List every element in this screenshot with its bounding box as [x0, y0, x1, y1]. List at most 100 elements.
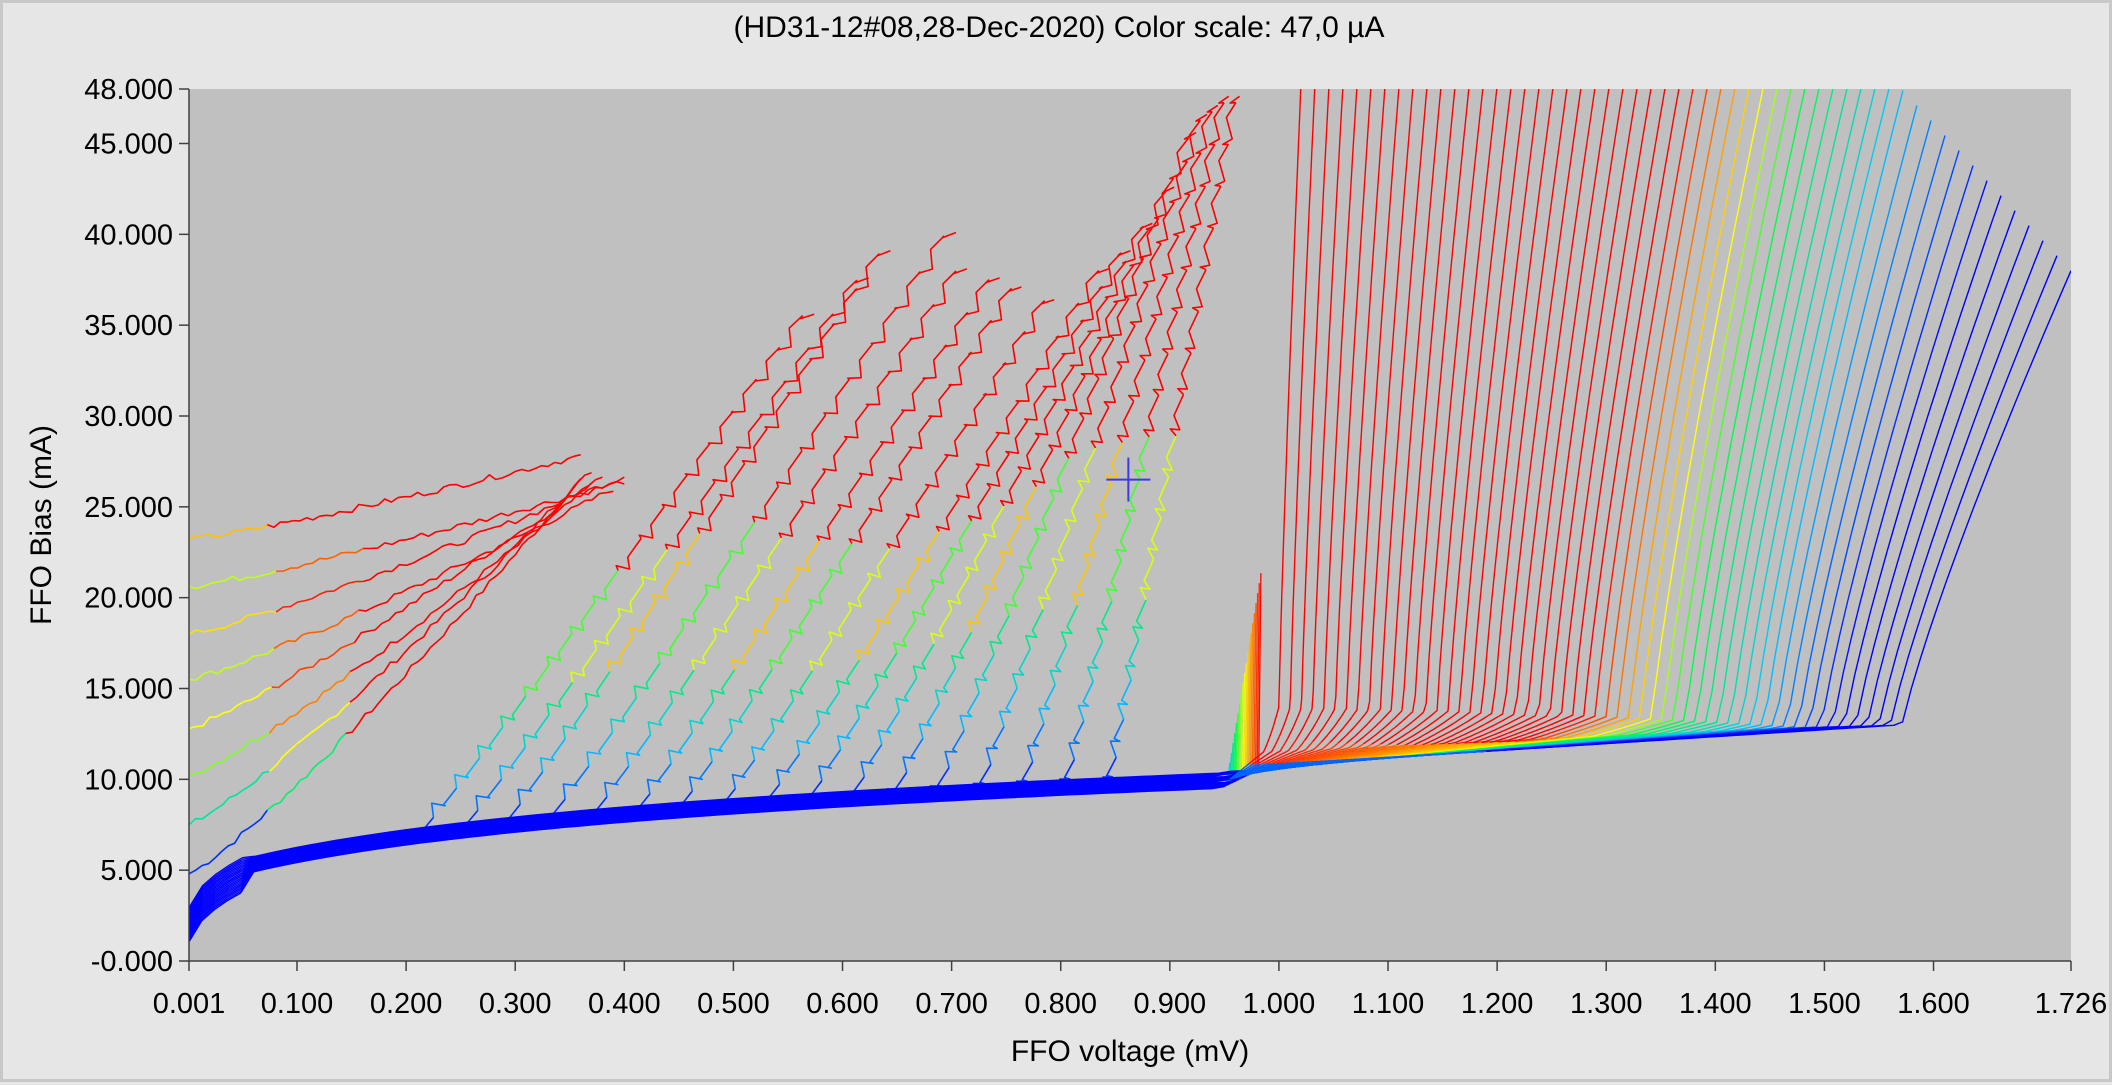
curve-segment	[978, 788, 1032, 792]
curve-segment	[1022, 791, 1075, 795]
curve-segment	[1681, 646, 1708, 726]
curve-segment	[1304, 755, 1314, 759]
curve-segment	[1288, 753, 1295, 758]
curve-segment	[1336, 747, 1347, 752]
curve-segment	[1455, 600, 1470, 715]
curve-segment	[1261, 758, 1267, 763]
curve-segment	[268, 743, 297, 772]
y-tick-label: 10.000	[84, 764, 173, 796]
curve-segment	[241, 855, 295, 879]
curve-segment	[1412, 711, 1424, 723]
curve-segment	[710, 807, 764, 813]
curve-segment	[1035, 335, 1060, 370]
y-tick-label: 45.000	[84, 129, 173, 161]
curve-segment	[304, 590, 335, 602]
curve-series	[189, 633, 1252, 918]
curve-segment	[1509, 615, 1526, 718]
curve-segment	[1286, 695, 1292, 718]
curve-segment	[546, 681, 574, 716]
curve-segment	[1956, 165, 1974, 216]
curve-segment	[397, 491, 425, 499]
curve-segment	[1248, 763, 1254, 768]
curve-segment	[1557, 141, 1575, 250]
curve-segment	[871, 795, 925, 800]
curve-segment	[761, 805, 814, 811]
curve-series	[1273, 270, 2071, 766]
curve-segment	[668, 801, 722, 807]
curve-segment	[1854, 550, 1888, 676]
curve-segment	[1696, 89, 1708, 144]
curve-segment	[1254, 765, 1261, 770]
curve-segment	[189, 670, 218, 681]
curve-segment	[189, 889, 242, 939]
curve-segment	[860, 743, 883, 777]
curve-segment	[1859, 146, 1890, 262]
curve-segment	[1424, 743, 1440, 748]
curve-segment	[595, 480, 625, 489]
curve-segment	[1820, 144, 1849, 260]
curve-segment	[1235, 712, 1239, 782]
curve-segment	[1021, 791, 1074, 796]
curve-segment	[1838, 407, 1871, 528]
curve-series	[1015, 104, 1219, 798]
curve-segment	[1888, 568, 1924, 684]
curve-segment	[714, 804, 767, 810]
curve-segment	[353, 622, 383, 644]
curve-segment	[1305, 711, 1312, 723]
curve-segment	[774, 794, 828, 799]
curve-segment	[499, 530, 529, 548]
curve-segment	[969, 794, 1022, 799]
curve-segment	[707, 810, 760, 816]
curve-segment	[1616, 722, 1640, 731]
curve-segment	[1768, 258, 1796, 378]
curve-series	[799, 249, 1131, 810]
curve-segment	[1135, 781, 1189, 786]
curve-segment	[799, 313, 815, 320]
curve-segment	[592, 569, 619, 603]
curve-segment	[1819, 89, 1834, 145]
curve-segment	[1405, 737, 1419, 746]
curve-series	[1237, 89, 1442, 778]
curve-segment	[478, 512, 509, 523]
curve-segment	[1180, 228, 1197, 271]
y-tick-label: -0.000	[91, 946, 173, 978]
curve-segment	[1109, 298, 1130, 340]
curve-segment	[1476, 89, 1484, 140]
curve-segment	[1535, 734, 1556, 741]
curve-segment	[1361, 743, 1373, 749]
curve-segment	[362, 570, 393, 583]
curve-segment	[916, 797, 969, 802]
curve-segment	[1504, 89, 1512, 141]
curve-segment	[998, 687, 1018, 727]
curve-segment	[293, 848, 346, 860]
curve-segment	[242, 848, 296, 862]
curve-segment	[1195, 113, 1208, 122]
curve-segment	[1095, 776, 1149, 781]
curve-segment	[1349, 751, 1362, 756]
curve-segment	[1465, 139, 1479, 243]
curve-segment	[731, 759, 756, 789]
curve-segment	[1526, 733, 1547, 741]
curve-segment	[1246, 643, 1251, 776]
curve-segment	[1294, 753, 1302, 757]
curve-series	[1231, 89, 1330, 780]
curve-segment	[1381, 748, 1396, 753]
x-tick-label: 1.100	[1352, 988, 1425, 1020]
curve-segment	[1032, 449, 1054, 488]
curve-segment	[399, 829, 453, 838]
curve-segment	[764, 802, 818, 808]
x-tick-label: 1.000	[1243, 988, 1316, 1020]
curve-segment	[1258, 573, 1262, 771]
curve-segment	[830, 788, 885, 793]
x-tick-label: 1.726	[2035, 988, 2108, 1020]
curve-segment	[670, 798, 724, 804]
curve-segment	[1025, 608, 1045, 650]
curve-segment	[1944, 362, 1980, 460]
curve-segment	[926, 790, 980, 795]
curve-segment	[1592, 741, 1628, 746]
curve-segment	[607, 814, 660, 820]
curve-segment	[333, 580, 364, 592]
curve-segment	[241, 855, 295, 877]
curve-segment	[242, 770, 270, 791]
